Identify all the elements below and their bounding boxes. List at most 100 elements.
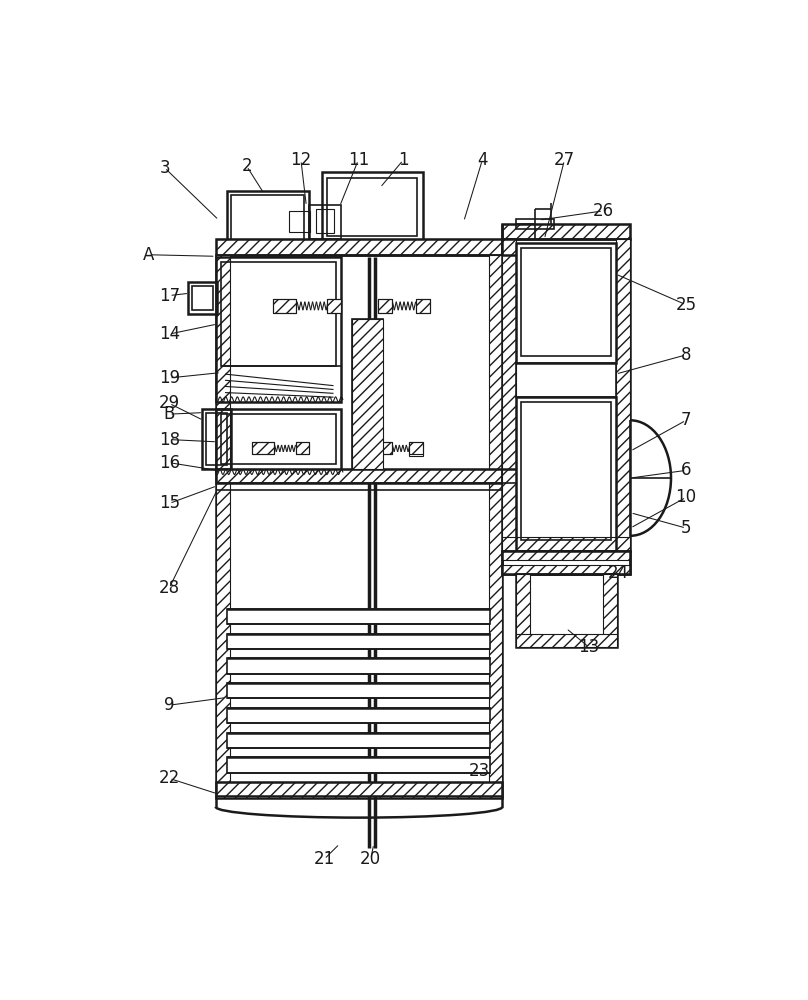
Bar [187, 282, 217, 314]
Bar [216, 469, 503, 483]
Bar [288, 211, 310, 232]
Bar [410, 442, 423, 454]
Bar [503, 551, 630, 560]
Bar [273, 299, 297, 312]
Bar [352, 319, 383, 469]
Bar [322, 172, 423, 240]
Bar [216, 255, 229, 798]
Text: 14: 14 [158, 325, 179, 343]
Bar [352, 319, 383, 469]
Bar [216, 239, 503, 255]
Bar [226, 683, 490, 698]
Bar [604, 574, 617, 647]
Text: 6: 6 [681, 461, 692, 479]
Bar [216, 255, 503, 798]
Bar [226, 708, 490, 723]
Bar [516, 243, 616, 363]
Text: 10: 10 [675, 488, 696, 506]
Bar [216, 469, 503, 483]
Bar [309, 205, 341, 239]
Bar [378, 442, 393, 454]
Text: 9: 9 [164, 696, 175, 714]
Text: 23: 23 [469, 762, 490, 780]
Bar [327, 178, 417, 235]
Bar [216, 782, 503, 796]
Bar [378, 442, 393, 454]
Bar [516, 397, 616, 551]
Bar [252, 442, 274, 454]
Bar [503, 551, 630, 574]
Bar [191, 286, 213, 310]
Bar [317, 209, 334, 233]
Text: 15: 15 [158, 494, 179, 512]
Bar [221, 262, 336, 366]
Text: B: B [163, 405, 175, 423]
Bar [205, 413, 227, 465]
Text: 27: 27 [554, 151, 575, 169]
Bar [226, 733, 490, 748]
Bar [216, 784, 503, 798]
Text: 22: 22 [158, 769, 180, 787]
Text: 5: 5 [681, 519, 692, 537]
Bar [516, 574, 617, 647]
Bar [516, 574, 530, 647]
Text: 13: 13 [579, 638, 600, 656]
Bar [231, 195, 304, 248]
Bar [216, 409, 341, 472]
Bar [503, 551, 630, 574]
Bar [521, 248, 611, 356]
Text: 11: 11 [347, 151, 369, 169]
Text: 2: 2 [242, 157, 252, 175]
Text: 26: 26 [592, 202, 614, 220]
Bar [352, 319, 383, 469]
Bar [252, 442, 274, 454]
Text: 20: 20 [360, 850, 381, 868]
Text: 3: 3 [159, 159, 170, 177]
Bar [521, 402, 611, 540]
Bar [216, 782, 503, 796]
Bar [516, 363, 616, 397]
Bar [226, 191, 309, 254]
Bar [327, 299, 341, 312]
Bar [296, 442, 309, 454]
Bar [415, 299, 430, 312]
Bar [226, 757, 490, 773]
Bar [296, 442, 309, 454]
Bar [202, 409, 231, 469]
Bar [503, 537, 630, 551]
Bar [226, 609, 490, 624]
Text: 7: 7 [681, 411, 692, 429]
Bar [378, 299, 393, 312]
Text: 28: 28 [158, 579, 179, 597]
Bar [327, 299, 341, 312]
Bar [410, 442, 423, 456]
Bar [503, 224, 630, 239]
Bar [226, 634, 490, 649]
Text: 8: 8 [681, 346, 692, 364]
Text: 17: 17 [158, 287, 179, 305]
Text: 16: 16 [158, 454, 179, 472]
Text: 21: 21 [314, 850, 335, 868]
Text: 12: 12 [290, 151, 312, 169]
Bar [378, 299, 393, 312]
Bar [221, 414, 336, 464]
Bar [617, 239, 630, 551]
Text: 18: 18 [158, 431, 179, 449]
Text: 24: 24 [608, 564, 629, 582]
Bar [216, 257, 341, 402]
Bar [273, 299, 297, 312]
Bar [503, 565, 630, 574]
Bar [226, 658, 490, 674]
Bar [516, 219, 553, 229]
Text: 25: 25 [675, 296, 696, 314]
Text: 4: 4 [477, 151, 487, 169]
Bar [216, 239, 503, 255]
Text: 1: 1 [398, 151, 409, 169]
Bar [503, 239, 516, 551]
Bar [503, 239, 630, 551]
Text: 19: 19 [158, 369, 179, 387]
Text: 29: 29 [158, 394, 179, 412]
Text: A: A [143, 246, 155, 264]
Bar [516, 634, 617, 647]
Bar [489, 255, 503, 798]
